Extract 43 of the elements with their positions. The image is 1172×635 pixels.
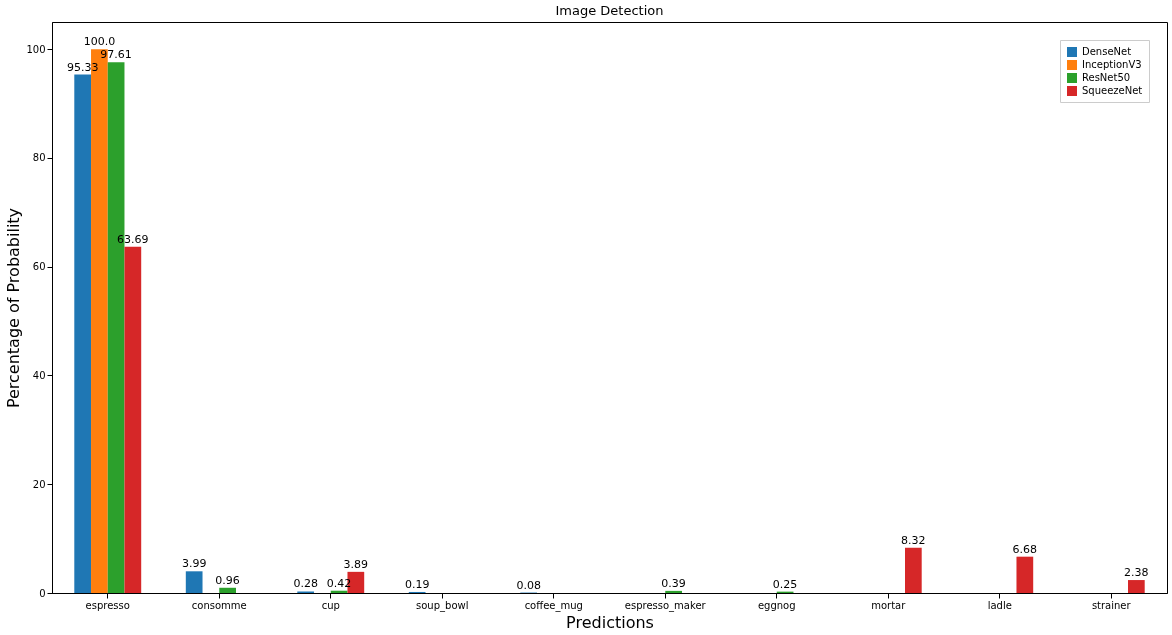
x-tick-label: cup: [321, 599, 340, 611]
data-label: 100.0: [83, 35, 116, 49]
bar: [185, 571, 203, 593]
legend-label: ResNet50: [1082, 72, 1131, 83]
x-tick-label: eggnog: [757, 599, 796, 611]
y-tick-label: 40: [32, 369, 46, 381]
y-tick-label: 100: [26, 43, 46, 55]
bar: [74, 74, 92, 593]
legend-label: SqueezeNet: [1082, 85, 1143, 96]
data-label: 2.38: [1124, 566, 1149, 580]
bar: [665, 590, 682, 593]
y-tick-label: 60: [32, 261, 46, 273]
x-tick-label: soup_bowl: [416, 599, 469, 612]
data-label: 6.68: [1012, 542, 1038, 556]
legend-label: DenseNet: [1082, 46, 1132, 57]
y-tick-label: 80: [32, 152, 46, 164]
x-axis-title: Predictions: [566, 612, 654, 632]
data-label: 0.28: [293, 577, 318, 591]
chart-title: Image Detection: [555, 3, 664, 18]
bar: [1016, 556, 1034, 593]
data-label: 8.32: [901, 533, 926, 547]
x-tick-label: ladle: [987, 599, 1012, 611]
x-tick-label: mortar: [871, 599, 907, 611]
data-label: 3.99: [181, 557, 207, 571]
x-tick-label: coffee_mug: [524, 599, 583, 612]
bar: [904, 547, 922, 593]
data-label: 3.89: [343, 557, 369, 571]
data-label: 0.19: [404, 577, 430, 591]
x-tick-label: espresso: [85, 599, 130, 611]
x-tick-label: consomme: [191, 599, 247, 611]
bar: [219, 587, 236, 593]
data-label: 0.25: [772, 577, 798, 591]
data-label: 0.39: [661, 576, 686, 590]
y-axis-title: Percentage of Probability: [4, 207, 24, 409]
x-tick-label: espresso_maker: [624, 599, 707, 612]
data-label: 0.96: [215, 573, 240, 587]
bar: [124, 246, 142, 593]
y-tick-label: 20: [32, 478, 46, 490]
x-tick-label: strainer: [1091, 599, 1132, 611]
bar: [1127, 580, 1145, 593]
data-label: 0.08: [516, 578, 541, 592]
y-tick-label: 0: [39, 587, 46, 599]
legend-label: InceptionV3: [1082, 59, 1142, 70]
